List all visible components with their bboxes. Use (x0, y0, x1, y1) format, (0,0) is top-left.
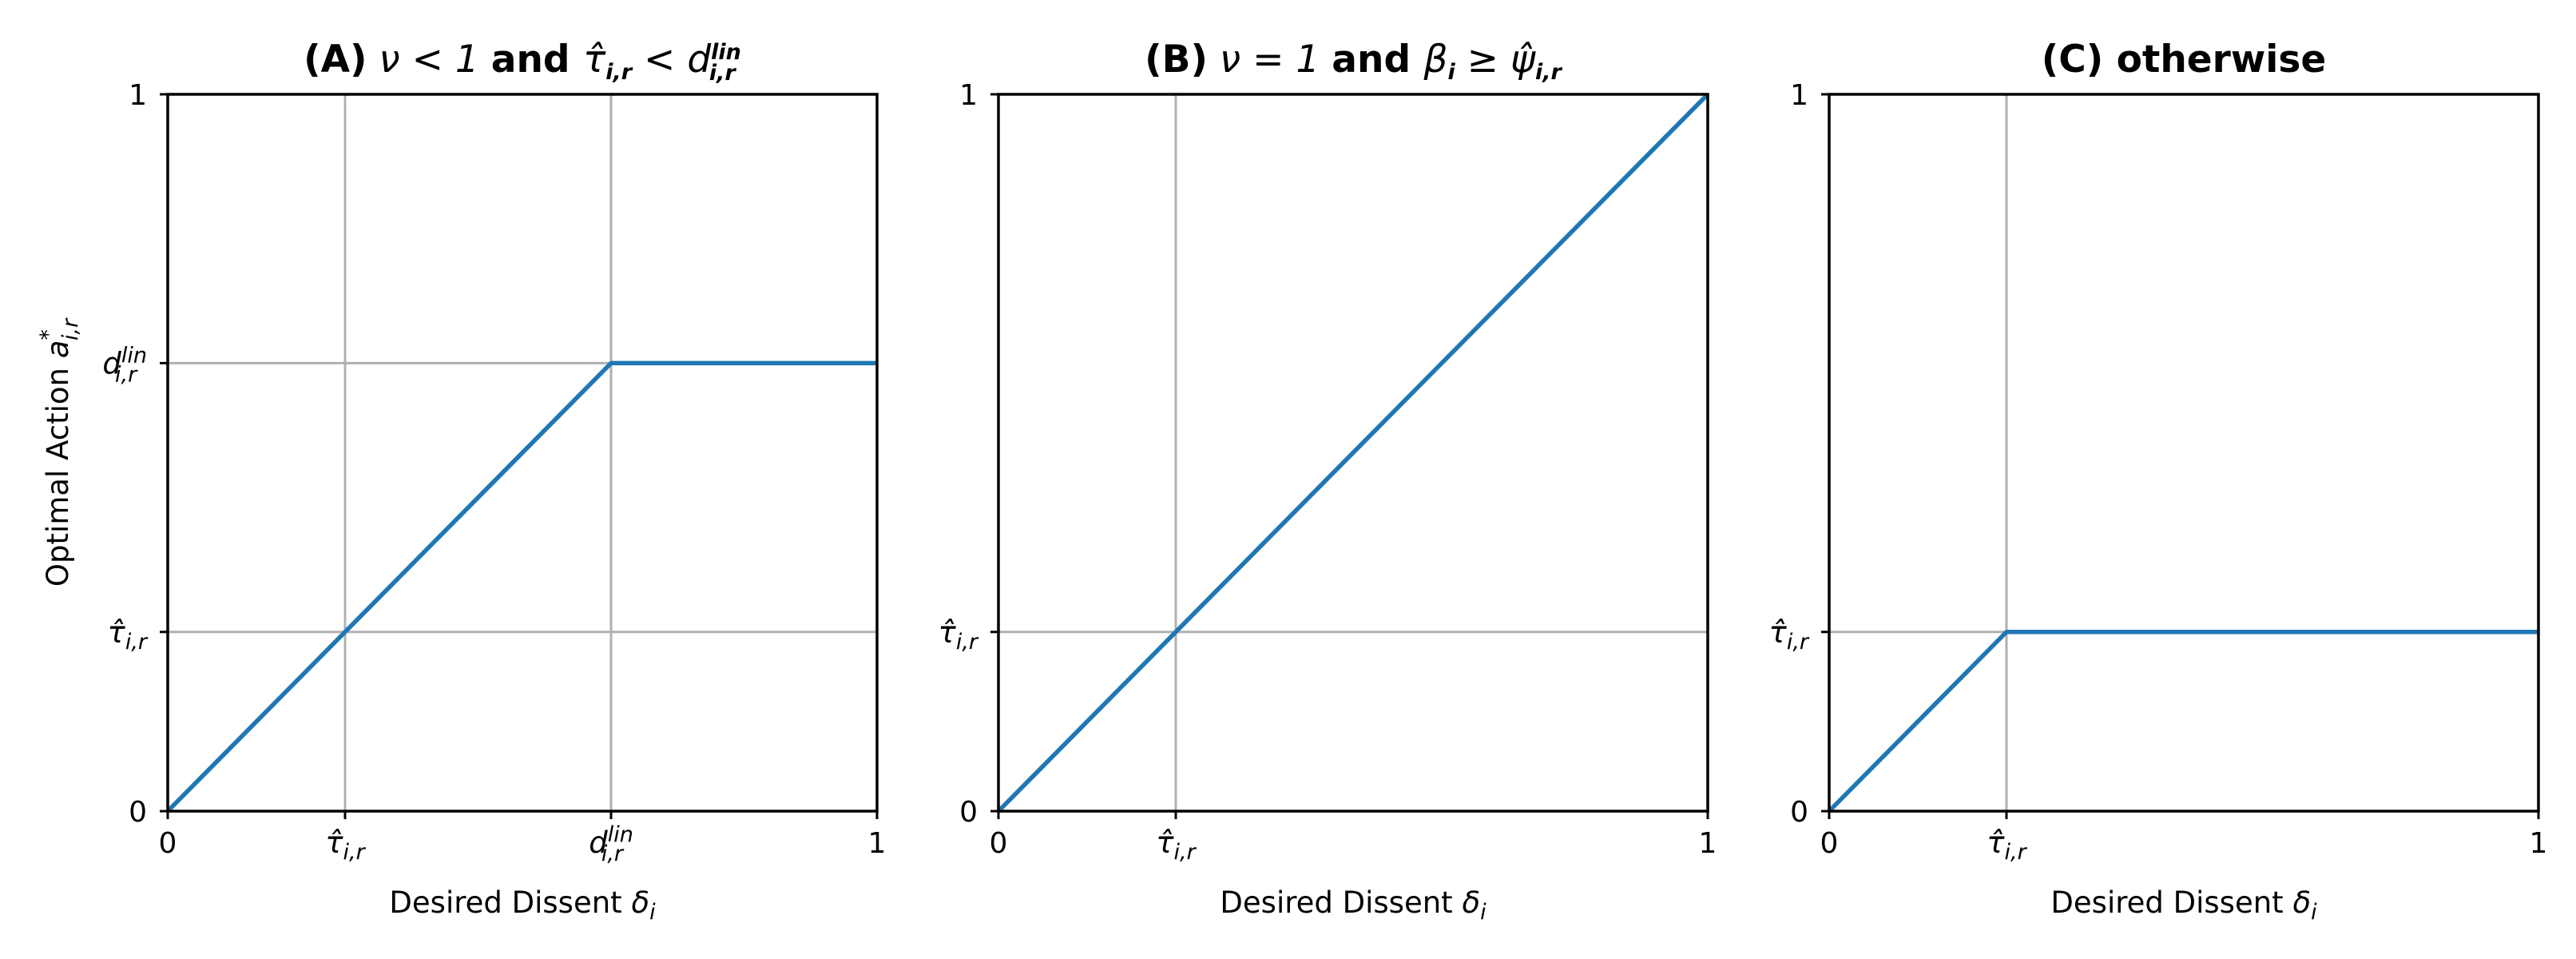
panel-A: 0 τ̂i,r dlin i,r 1 0 τ̂i,r dlin i,r 1 Desired Diss… (36, 38, 886, 925)
y-tick-label-0: 0 (1790, 796, 1808, 829)
y-tick-label-2: 1 (959, 79, 978, 112)
series-line-0 (1828, 630, 2538, 813)
x-axis-label: Desired Dissent δi (1220, 885, 1486, 925)
x-axis-label: Desired Dissent δi (2050, 885, 2317, 925)
x-tick-label-0: 0 (990, 827, 1008, 860)
panel-title: (C) otherwise (2042, 38, 2326, 82)
series-line-0 (166, 360, 877, 813)
x-tick-label-2: dlin i,r (589, 822, 633, 866)
y-axis-label: Optimal Action a*i,r (36, 317, 83, 587)
x-axis-label: Desired Dissent δi (389, 885, 656, 925)
panel-B: 0 τ̂i,r 1 0 τ̂i,r 1 Desired Dissent δi (B) ν = … (939, 38, 1717, 925)
y-tick-label-0: 0 (959, 796, 978, 829)
plot-frame (166, 93, 879, 813)
y-tick-label-1: τ̂i,r (108, 615, 149, 655)
y-tick-label-3: 1 (129, 79, 147, 112)
y-tick-label-2: dlin i,r (102, 343, 147, 387)
y-tick-label-2: 1 (1790, 79, 1808, 112)
x-tick-label-1: τ̂i,r (1987, 826, 2027, 865)
panel-title: (B) ν = 1 and βi ≥ ψ̂i,r (1145, 38, 1562, 85)
x-tick-label-0: 0 (159, 827, 177, 860)
x-tick-label-2: 1 (1699, 827, 1717, 860)
y-tick-label-1: τ̂i,r (939, 615, 979, 655)
y-tick-label-0: 0 (129, 796, 147, 829)
series-line-0 (997, 93, 1709, 813)
x-tick-label-2: 1 (2530, 827, 2548, 860)
x-tick-label-3: 1 (868, 827, 887, 860)
panel-C: 0 τ̂i,r 1 0 τ̂i,r 1 Desired Dissent δi (C) othe… (1769, 38, 2548, 925)
plot-frame (997, 93, 1709, 813)
x-tick-label-1: τ̂i,r (325, 826, 366, 865)
x-tick-label-0: 0 (1820, 827, 1839, 860)
plot-frame (1828, 93, 2540, 813)
y-tick-label-1: τ̂i,r (1769, 615, 1810, 655)
x-tick-label-1: τ̂i,r (1156, 826, 1197, 865)
panel-title: (A) ν < 1 and τ̂i,r < dlin i,r (304, 38, 741, 86)
